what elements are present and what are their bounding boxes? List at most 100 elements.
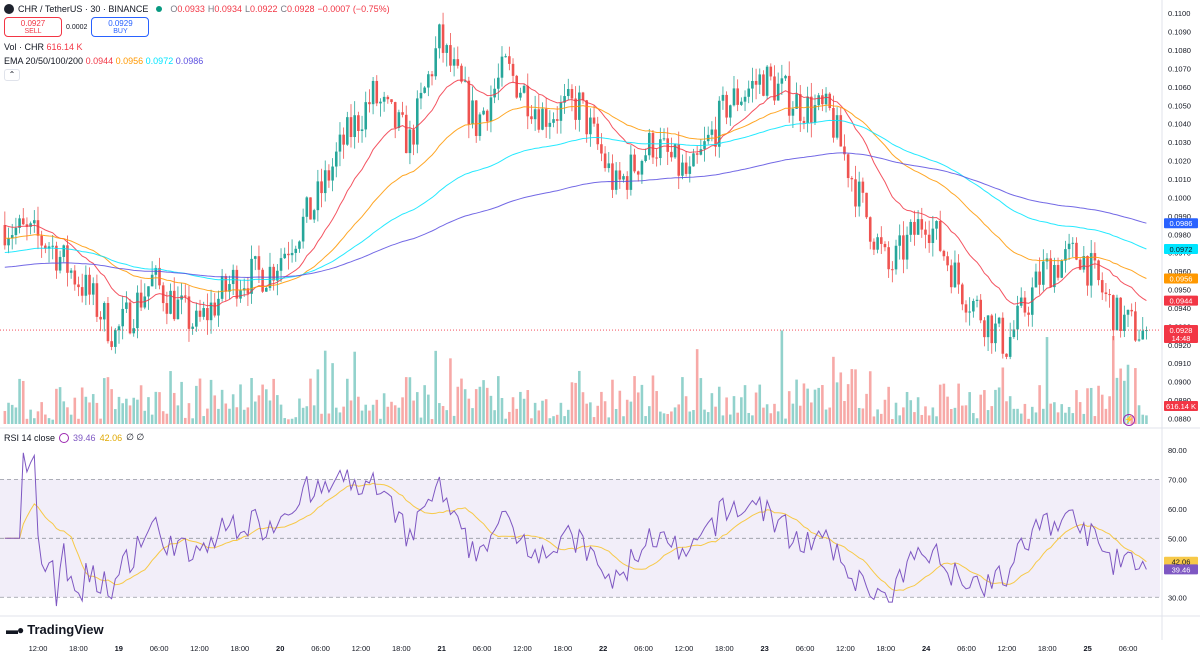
volume-bar	[883, 399, 887, 424]
candle-body	[102, 303, 106, 320]
candle-body	[673, 144, 677, 158]
candle-body	[246, 288, 250, 294]
tradingview-logo[interactable]: ▬● TradingView	[6, 622, 104, 637]
candle-body	[765, 66, 769, 96]
buy-button[interactable]: 0.0929 BUY	[91, 17, 150, 37]
candle-body	[972, 300, 975, 312]
volume-bar	[795, 379, 798, 424]
candle-body	[441, 24, 445, 53]
volume-bar	[80, 387, 84, 424]
candle-body	[1086, 255, 1089, 286]
candle-body	[55, 245, 58, 271]
volume-bar	[887, 386, 890, 424]
volume-bar	[452, 415, 456, 424]
collapse-legend-button[interactable]: ⌃	[4, 69, 20, 81]
volume-bar	[338, 412, 342, 424]
volume-bar	[1104, 408, 1108, 424]
symbol-legend[interactable]: CHR / TetherUS · 30 · BINANCE O0.0933 H0…	[4, 4, 390, 14]
candle-body	[276, 270, 279, 281]
volume-bar	[1137, 405, 1141, 424]
candle-body	[861, 181, 865, 193]
candle-body	[73, 270, 77, 285]
volume-bar	[655, 391, 658, 424]
volume-bar	[625, 399, 629, 424]
volume-bar	[84, 396, 88, 424]
candle-body	[625, 176, 629, 190]
volume-bar	[570, 382, 574, 424]
candle-body	[879, 237, 883, 244]
candle-body	[758, 74, 762, 85]
volume-legend[interactable]: Vol · CHR 616.14 K	[4, 42, 83, 52]
volume-bar	[331, 363, 334, 424]
rsi-legend[interactable]: RSI 14 close 39.46 42.06 ∅ ∅	[4, 432, 145, 443]
price-badge-time: 14:48	[1172, 334, 1191, 343]
time-tick-label: 24	[922, 644, 931, 653]
price-tick-label: 0.1010	[1168, 175, 1191, 184]
volume-bar	[1145, 415, 1148, 424]
volume-bar	[132, 397, 136, 424]
volume-bar	[261, 384, 264, 424]
volume-bar	[371, 404, 375, 424]
price-tick-label: 0.1100	[1168, 9, 1190, 18]
volume-bar	[220, 389, 224, 424]
trade-buttons: 0.0927 SELL 0.0002 0.0929 BUY	[4, 17, 150, 37]
candle-body	[320, 181, 323, 194]
volume-bar	[688, 411, 692, 424]
candle-body	[77, 284, 80, 288]
volume-bar	[482, 380, 485, 424]
candle-body	[386, 96, 390, 100]
volume-bar	[1001, 367, 1005, 424]
candle-body	[1130, 309, 1133, 312]
candle-body	[206, 308, 209, 321]
rsi-visibility-icon[interactable]	[59, 432, 70, 443]
candle-body	[397, 112, 401, 128]
candle-body	[224, 276, 228, 292]
candle-body	[592, 117, 596, 124]
price-badge: 0.0986	[1170, 219, 1193, 228]
time-tick-label: 18:00	[876, 644, 895, 653]
volume-bar	[798, 405, 802, 424]
candle-body	[10, 235, 14, 239]
candle-body	[916, 219, 920, 235]
volume-bar	[301, 407, 305, 424]
candle-body	[791, 108, 795, 116]
candle-body	[537, 109, 541, 130]
volume-bar	[489, 395, 493, 424]
candle-body	[983, 320, 986, 338]
price-badge-bg	[1164, 244, 1198, 254]
candle-body	[323, 170, 327, 194]
volume-bar	[198, 378, 202, 424]
ema-legend[interactable]: EMA 20/50/100/200 0.0944 0.0956 0.0972 0…	[4, 56, 204, 66]
volume-bar	[699, 378, 703, 424]
volume-bar	[703, 409, 706, 424]
candle-body	[990, 315, 994, 344]
candle-body	[743, 96, 747, 102]
volume-bar	[485, 387, 489, 424]
candle-body	[729, 105, 732, 118]
lightning-icon[interactable]: ⚡	[1123, 414, 1135, 426]
volume-bar	[600, 391, 603, 424]
volume-bar	[644, 416, 647, 424]
rsi-band	[0, 479, 1160, 598]
volume-bar	[677, 404, 681, 424]
candle-body	[839, 115, 843, 147]
volume-bar	[979, 394, 983, 424]
candle-body	[905, 234, 909, 260]
volume-bar	[390, 401, 393, 424]
time-tick-label: 20	[276, 644, 284, 653]
candle-body	[802, 120, 806, 124]
ema-50-line	[4, 104, 1147, 293]
volume-badge: 616.14 K	[1166, 402, 1196, 411]
candle-body	[1056, 264, 1060, 278]
candle-body	[754, 80, 758, 85]
candle-body	[776, 83, 780, 101]
time-tick-label: 18:00	[392, 644, 411, 653]
volume-bar	[972, 413, 975, 424]
candle-body	[1005, 353, 1008, 357]
sell-button[interactable]: 0.0927 SELL	[4, 17, 62, 37]
volume-bar	[21, 380, 25, 424]
candle-body	[725, 94, 728, 118]
volume-bar	[312, 405, 316, 424]
volume-bar	[946, 396, 949, 424]
